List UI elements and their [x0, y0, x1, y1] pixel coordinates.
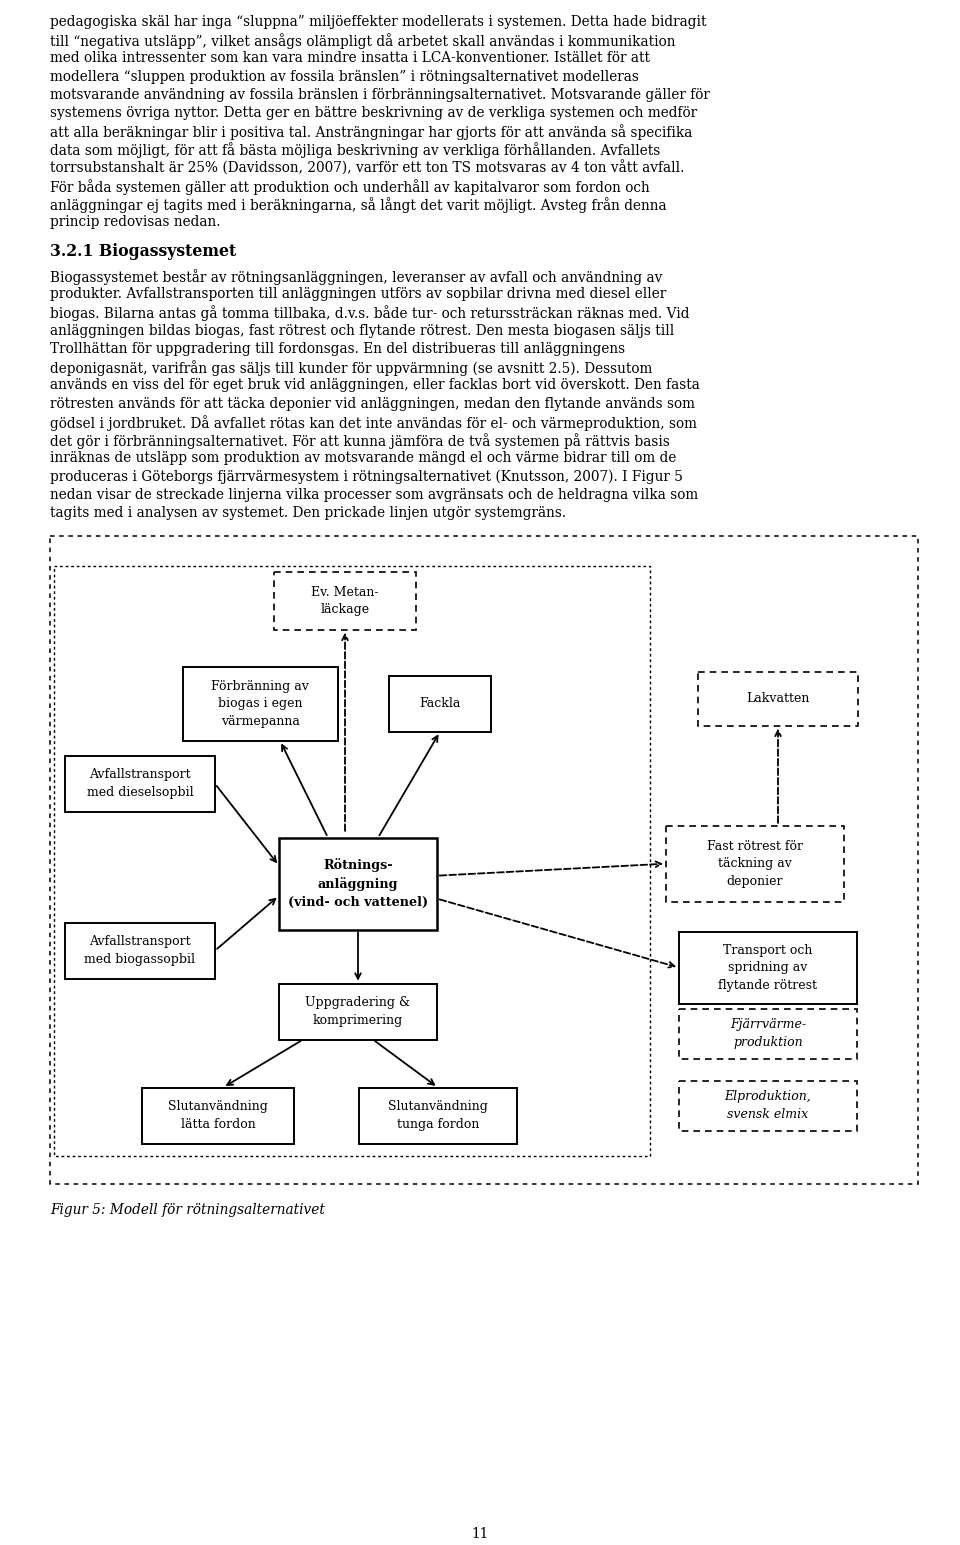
Bar	[679, 1080, 857, 1131]
Text: systemens övriga nyttor. Detta ger en bättre beskrivning av de verkliga systemen: systemens övriga nyttor. Detta ger en bä…	[50, 107, 697, 121]
Text: Avfallstransport
med biogassopbil: Avfallstransport med biogassopbil	[84, 935, 196, 966]
Text: torrsubstanshalt är 25% (Davidsson, 2007), varför ett ton TS motsvaras av 4 ton : torrsubstanshalt är 25% (Davidsson, 2007…	[50, 161, 684, 176]
Text: med olika intressenter som kan vara mindre insatta i LCA-konventioner. Istället : med olika intressenter som kan vara mind…	[50, 51, 650, 65]
Bar	[679, 932, 857, 1004]
Text: Fackla: Fackla	[420, 697, 461, 711]
Bar	[279, 837, 437, 930]
Text: Biogassystemet består av rötningsanläggningen, leveranser av avfall och användni: Biogassystemet består av rötningsanläggn…	[50, 269, 662, 286]
Text: princip redovisas nedan.: princip redovisas nedan.	[50, 215, 221, 229]
Text: Avfallstransport
med dieselsopbil: Avfallstransport med dieselsopbil	[86, 768, 193, 799]
Bar	[359, 1088, 517, 1143]
Text: produceras i Göteborgs fjärrvärmesystem i rötningsalternativet (Knutsson, 2007).: produceras i Göteborgs fjärrvärmesystem …	[50, 470, 683, 484]
Text: modellera “sluppen produktion av fossila bränslen” i rötningsalternativet modell: modellera “sluppen produktion av fossila…	[50, 70, 638, 83]
Text: Uppgradering &
komprimering: Uppgradering & komprimering	[305, 997, 411, 1027]
Text: Elproduktion,
svensk elmix: Elproduktion, svensk elmix	[725, 1091, 811, 1120]
Bar	[50, 536, 918, 1183]
Text: anläggningen bildas biogas, fast rötrest och flytande rötrest. Den mesta biogase: anläggningen bildas biogas, fast rötrest…	[50, 324, 674, 338]
Bar	[698, 672, 858, 726]
Bar	[666, 825, 844, 902]
Text: Slutanvändning
lätta fordon: Slutanvändning lätta fordon	[168, 1100, 268, 1131]
Text: gödsel i jordbruket. Då avfallet rötas kan det inte användas för el- och värmepr: gödsel i jordbruket. Då avfallet rötas k…	[50, 414, 697, 431]
Text: Förbränning av
biogas i egen
värmepanna: Förbränning av biogas i egen värmepanna	[211, 680, 309, 728]
Bar	[65, 756, 215, 811]
Bar	[142, 1088, 294, 1143]
Text: används en viss del för eget bruk vid anläggningen, eller facklas bort vid övers: används en viss del för eget bruk vid an…	[50, 379, 700, 392]
Text: pedagogiska skäl har inga “sluppna” miljöeffekter modellerats i systemen. Detta : pedagogiska skäl har inga “sluppna” milj…	[50, 15, 707, 29]
Text: För båda systemen gäller att produktion och underhåll av kapitalvaror som fordon: För båda systemen gäller att produktion …	[50, 179, 650, 195]
Bar	[279, 984, 437, 1040]
Text: 11: 11	[471, 1526, 489, 1540]
Text: Figur 5: Modell för rötningsalternativet: Figur 5: Modell för rötningsalternativet	[50, 1204, 324, 1217]
Text: rötresten används för att täcka deponier vid anläggningen, medan den flytande an: rötresten används för att täcka deponier…	[50, 397, 695, 411]
Text: motsvarande användning av fossila bränslen i förbränningsalternativet. Motsvaran: motsvarande användning av fossila bränsl…	[50, 88, 709, 102]
Text: Slutanvändning
tunga fordon: Slutanvändning tunga fordon	[388, 1100, 488, 1131]
Text: data som möjligt, för att få bästa möjliga beskrivning av verkliga förhållanden.: data som möjligt, för att få bästa möjli…	[50, 142, 660, 158]
Text: Transport och
spridning av
flytande rötrest: Transport och spridning av flytande rötr…	[718, 944, 818, 992]
Text: deponigasnät, varifrån gas säljs till kunder för uppvärmning (se avsnitt 2.5). D: deponigasnät, varifrån gas säljs till ku…	[50, 360, 653, 375]
Text: produkter. Avfallstransporten till anläggningen utförs av sopbilar drivna med di: produkter. Avfallstransporten till anläg…	[50, 287, 666, 301]
Bar	[389, 675, 491, 732]
Bar	[65, 922, 215, 978]
Text: nedan visar de streckade linjerna vilka processer som avgränsats och de heldragn: nedan visar de streckade linjerna vilka …	[50, 488, 698, 502]
Text: Ev. Metan-
läckage: Ev. Metan- läckage	[311, 586, 379, 616]
Bar	[679, 1009, 857, 1058]
Bar	[274, 572, 416, 630]
Bar	[182, 667, 338, 740]
Text: 3.2.1 Biogassystemet: 3.2.1 Biogassystemet	[50, 243, 236, 260]
Text: inräknas de utsläpp som produktion av motsvarande mängd el och värme bidrar till: inräknas de utsläpp som produktion av mo…	[50, 451, 677, 465]
Text: Rötnings-
anläggning
(vind- och vattenel): Rötnings- anläggning (vind- och vattenel…	[288, 859, 428, 908]
Text: Fast rötrest för
täckning av
deponier: Fast rötrest för täckning av deponier	[707, 839, 803, 888]
Text: anläggningar ej tagits med i beräkningarna, så långt det varit möjligt. Avsteg f: anläggningar ej tagits med i beräkningar…	[50, 196, 666, 213]
Text: tagits med i analysen av systemet. Den prickade linjen utgör systemgräns.: tagits med i analysen av systemet. Den p…	[50, 505, 566, 519]
Text: att alla beräkningar blir i positiva tal. Ansträngningar har gjorts för att anvä: att alla beräkningar blir i positiva tal…	[50, 124, 692, 141]
Bar	[54, 565, 650, 1156]
Text: Lakvatten: Lakvatten	[746, 692, 809, 705]
Text: Fjärrvärme-
produktion: Fjärrvärme- produktion	[730, 1018, 806, 1049]
Text: biogas. Bilarna antas gå tomma tillbaka, d.v.s. både tur- och returssträckan räk: biogas. Bilarna antas gå tomma tillbaka,…	[50, 306, 689, 321]
Text: till “negativa utsläpp”, vilket ansågs olämpligt då arbetet skall användas i kom: till “negativa utsläpp”, vilket ansågs o…	[50, 32, 676, 49]
Text: Trollhättan för uppgradering till fordonsgas. En del distribueras till anläggnin: Trollhättan för uppgradering till fordon…	[50, 341, 625, 355]
Text: det gör i förbränningsalternativet. För att kunna jämföra de två systemen på rät: det gör i förbränningsalternativet. För …	[50, 433, 670, 448]
